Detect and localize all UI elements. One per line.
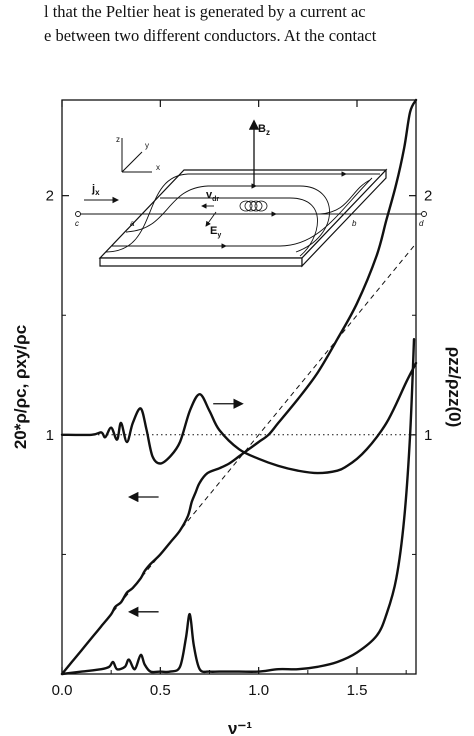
inset-axes [121, 138, 152, 173]
inset-label-b: b [352, 219, 357, 228]
y-tick-label-right-1: 2 [424, 188, 432, 205]
plot-frame [61, 99, 417, 675]
inset-ey-arrow [205, 211, 217, 227]
data-series [60, 98, 418, 676]
inset-electron-orbit [239, 200, 268, 212]
series-line-2 [60, 338, 416, 676]
inset-axis-x-label: x [156, 163, 160, 172]
inset-slab-side [301, 168, 387, 268]
inset-label-c: c [75, 219, 79, 228]
y-axis-title-left: 20*ρ/ρc, ρxy/ρc [11, 325, 30, 449]
y-tick-label-left-0: 1 [46, 427, 54, 444]
x-tick-label-3: 1.5 [347, 682, 368, 699]
inset-axis-z-label: z [116, 135, 120, 144]
y-tick-label-left-1: 2 [46, 188, 54, 205]
header-line-1: l that the Peltier heat is generated by … [44, 2, 366, 21]
inset-contact-c [75, 211, 81, 217]
annotations [128, 398, 244, 618]
inset-jx-label: jx [91, 183, 100, 197]
series-line-1 [60, 98, 418, 676]
x-axis-title: ν⁻¹ [228, 719, 252, 736]
y-tick-label-right-0: 1 [424, 427, 432, 444]
reference-lines [61, 243, 417, 675]
inset-contact-d [421, 211, 427, 217]
axis-ticks: 0.0 0.5 1.0 1.5 1 1 2 2 [46, 100, 432, 699]
inset-axis-y-label: y [145, 141, 149, 150]
header-line-2: e between two different conductors. At t… [44, 26, 377, 45]
y-axis-title-right: ρzz/ρzz(0) [445, 347, 464, 428]
inset-label-d: d [419, 219, 424, 228]
header-text: l that the Peltier heat is generated by … [0, 0, 474, 48]
series-line-3 [60, 361, 418, 475]
reference-line-1 [61, 243, 417, 675]
x-tick-label-1: 0.5 [150, 682, 171, 699]
inset-ey-label: Ey [210, 225, 221, 239]
inset-slab-front [99, 257, 303, 267]
inset-bz-label: Bz [258, 123, 270, 137]
inset-label-a: a [130, 219, 135, 228]
inset-diagram: z y x Bz [75, 119, 427, 268]
x-tick-label-0: 0.0 [52, 682, 73, 699]
inset-vdr-label: vdr [206, 189, 219, 203]
x-tick-label-2: 1.0 [248, 682, 269, 699]
